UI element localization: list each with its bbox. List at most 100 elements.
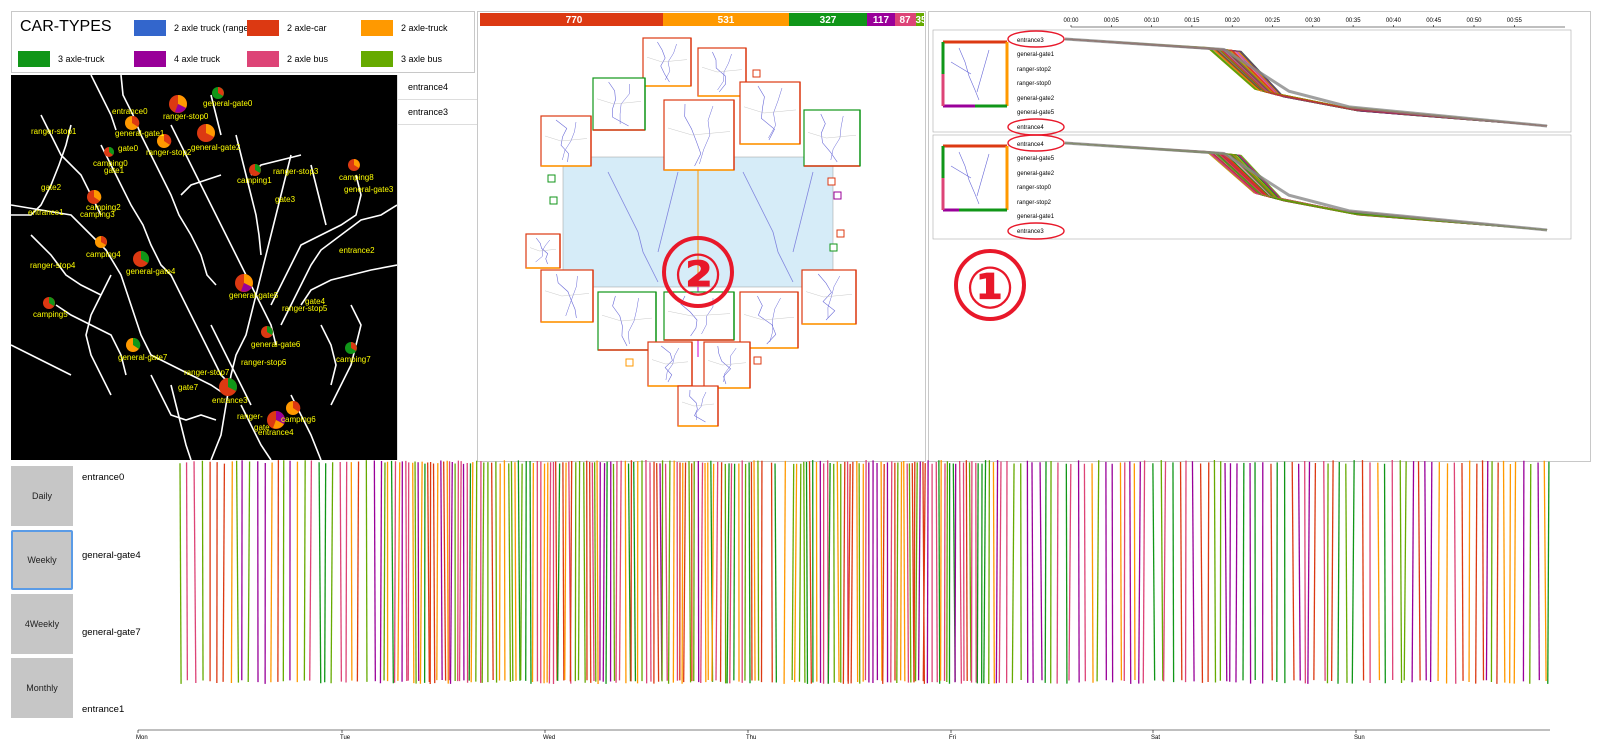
weekly-timeline[interactable]: Mon Tue Wed Thu Fri Sat Sun [0,460,1600,743]
map-label: gate4 [305,297,326,306]
location-thumbnail[interactable] [801,269,857,325]
location-thumbnail[interactable] [739,291,799,349]
small-location-square[interactable] [625,358,634,367]
location-thumbnail[interactable] [677,385,719,427]
annotation-number: ② [673,241,722,309]
totals-segment-2axle-truck[interactable] [663,13,789,26]
monthly-button[interactable]: Monthly [11,658,73,718]
vehicle-event-line [1291,461,1295,681]
vehicle-event-line [968,462,972,681]
totals-bar[interactable]: 770 531 327 117 87 35 [480,13,925,26]
vehicle-event-line [833,463,835,683]
small-location-square[interactable] [827,177,836,186]
small-location-square[interactable] [753,356,762,365]
selected-location-item[interactable]: entrance3 [398,100,482,125]
glyph-overview-panel: 770 531 327 117 87 35 ② [477,11,926,462]
vehicle-event-line [432,463,436,684]
map-label: ranger-stop2 [146,148,192,157]
map-label: general-gate5 [229,291,279,300]
trajectory-canvas[interactable]: 00:00 00:05 00:10 00:15 00:20 00:25 00:30 00:35… [929,12,1590,461]
4weekly-button[interactable]: 4Weekly [11,594,73,654]
location-thumbnail[interactable] [540,269,594,323]
vehicle-event-line [1496,462,1499,684]
vehicle-event-line [193,461,197,683]
legend-item-3axle-truck[interactable]: 3 axle-truck [18,51,105,67]
location-thumbnail[interactable] [540,115,592,167]
vehicle-event-line [564,462,567,681]
map-label: camping1 [237,176,272,185]
location-thumbnail[interactable] [597,291,657,351]
location-thumbnail[interactable] [525,233,561,269]
vehicle-event-line [1475,463,1478,684]
legend-label: 2 axle-car [287,23,327,33]
location-thumbnail[interactable] [697,47,747,97]
totals-segment-4axle-truck[interactable] [867,13,895,26]
legend-item-ranger[interactable]: 2 axle truck (ranger) [134,20,255,36]
location-thumbnail[interactable] [592,77,646,131]
stop-label: entrance3 [1017,38,1044,44]
small-location-square[interactable] [833,191,842,200]
vehicle-event-line [1437,462,1440,682]
small-location-square[interactable] [549,196,558,205]
day-label: Sat [1151,735,1160,741]
totals-segment-2axle-car[interactable] [480,13,663,26]
stop-label: entrance3 [1017,229,1044,235]
vehicle-event-line [1011,463,1015,684]
legend-item-2axle-car[interactable]: 2 axle-car [247,20,327,36]
map-label: ranger-stop1 [31,127,77,136]
location-thumbnail[interactable] [642,37,692,87]
vehicle-event-line [1068,463,1072,681]
vehicle-event-line [1337,461,1340,684]
legend-item-2axle-truck[interactable]: 2 axle-truck [361,20,448,36]
legend-item-2axle-bus[interactable]: 2 axle bus [247,51,328,67]
small-location-square[interactable] [836,229,845,238]
glyph-overview-canvas[interactable]: 770 531 327 117 87 35 ② [478,12,925,461]
vehicle-event-line [1096,460,1100,682]
vehicle-event-line [850,461,854,684]
legend-swatch [247,51,279,67]
vehicle-event-line [1323,461,1326,681]
day-label: Sun [1354,735,1365,741]
vehicle-event-line [774,463,777,683]
vehicle-event-line [805,461,809,684]
legend-item-3axle-bus[interactable]: 3 axle bus [361,51,442,67]
vehicle-event-line [436,463,439,681]
small-location-square[interactable] [829,243,838,252]
vehicle-event-line [847,463,851,684]
trajectory-bundles[interactable] [1064,37,1548,232]
vehicle-event-line [498,463,501,681]
weekly-button[interactable]: Weekly [11,530,73,590]
location-thumbnail[interactable] [739,81,801,145]
selected-location-item[interactable]: entrance4 [398,75,482,100]
vehicle-event-line [965,460,968,682]
map-label: camping5 [33,310,68,319]
map-label: gate3 [275,195,296,204]
map-label: entrance0 [112,107,148,116]
park-map[interactable]: entrance0 general-gate0 ranger-stop0 ran… [11,75,397,460]
vehicle-event-line [1065,463,1068,684]
location-pies[interactable] [43,87,360,429]
totals-segment-3axle-truck[interactable] [789,13,867,26]
vehicle-event-line [1537,462,1540,681]
small-location-square[interactable] [547,174,556,183]
location-thumbnail[interactable] [803,109,861,167]
location-thumbnails[interactable] [525,37,861,427]
legend-panel: CAR-TYPES 2 axle truck (ranger) 2 axle-c… [11,11,475,73]
totals-segment-3axle-bus[interactable] [916,13,924,26]
location-thumbnail[interactable] [663,99,735,171]
trajectory-median [1064,141,1548,232]
location-thumbnail[interactable] [647,341,693,387]
daily-button[interactable]: Daily [11,466,73,526]
vehicle-event-line [1172,462,1175,683]
map-label: gate0 [118,144,139,153]
totals-segment-2axle-bus[interactable] [895,13,916,26]
vehicle-event-line [719,462,723,682]
legend-swatch [247,20,279,36]
legend-item-4axle-truck[interactable]: 4 axle truck [134,51,220,67]
totals-value: 35 [915,15,925,26]
time-tick-label: 00:30 [1305,18,1321,24]
location-thumbnail[interactable] [703,341,751,389]
small-location-square[interactable] [752,69,761,78]
map-label: general-gate6 [251,340,301,349]
vehicle-event-line [201,460,204,681]
